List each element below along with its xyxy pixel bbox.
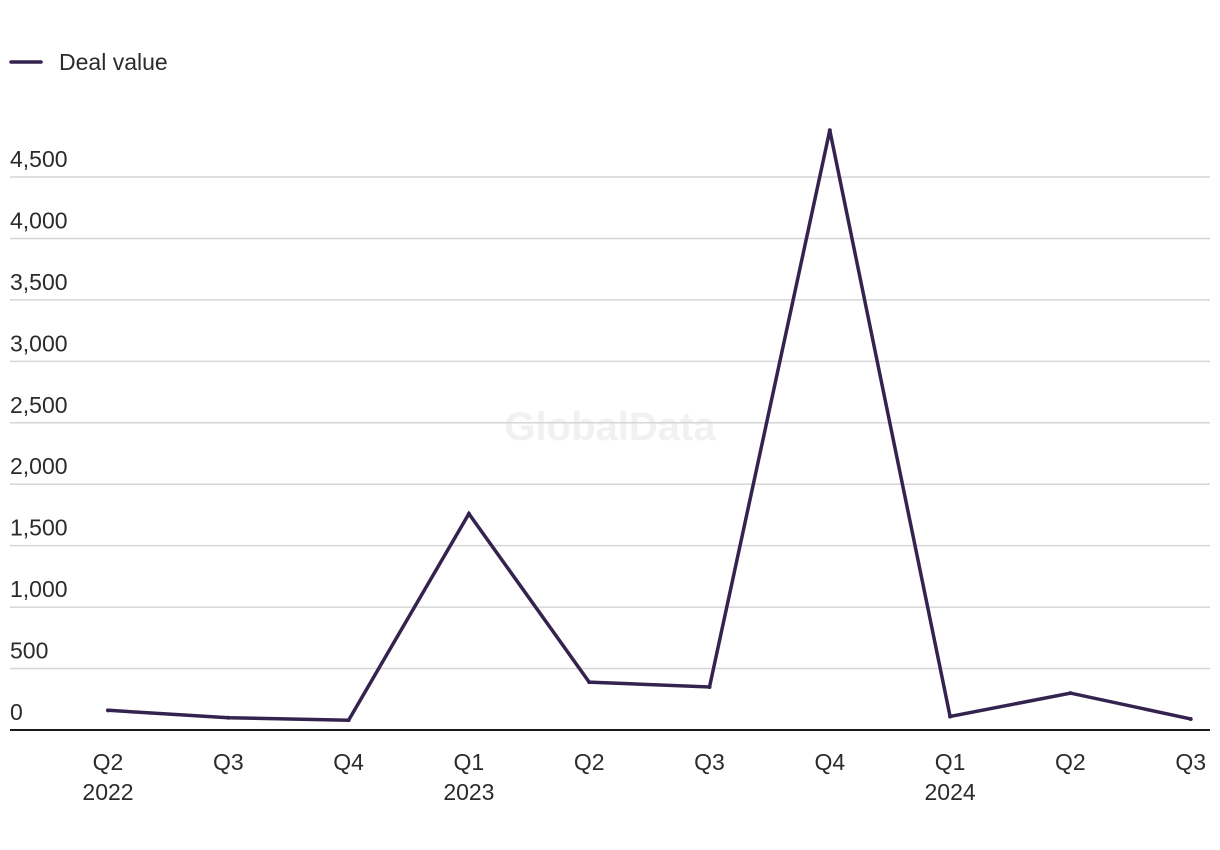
x-tick-label: Q3	[694, 749, 725, 775]
x-tick-label: Q2	[1055, 749, 1086, 775]
y-tick-label: 2,000	[10, 453, 68, 479]
x-tick-label: Q4	[333, 749, 364, 775]
series-layer	[106, 128, 1193, 723]
watermark: GlobalData	[504, 405, 716, 449]
y-tick-label: 3,500	[10, 269, 68, 295]
data-point	[1068, 691, 1073, 696]
data-point	[226, 715, 231, 720]
y-tick-label: 500	[10, 638, 48, 664]
gridlines	[10, 176, 1210, 670]
legend-label-deal-value: Deal value	[59, 49, 168, 75]
y-tick-label: 1,500	[10, 515, 68, 541]
x-tick-year-label: 2023	[443, 779, 494, 805]
x-tick-label: Q3	[213, 749, 244, 775]
data-point	[346, 718, 351, 723]
x-axis-ticks: Q2 2022 Q3 Q4 Q1 2023 Q2 Q3 Q4 Q1 2024 Q2 Q3	[82, 749, 1206, 805]
y-tick-label: 0	[10, 699, 23, 725]
x-tick-year-label: 2024	[925, 779, 976, 805]
y-tick-label: 4,500	[10, 146, 68, 172]
data-point	[106, 708, 110, 713]
y-tick-label: 1,000	[10, 576, 68, 602]
x-tick-label: Q2	[574, 749, 605, 775]
x-tick-label: Q2	[93, 749, 124, 775]
series-line-deal-value	[106, 129, 1193, 722]
x-tick-label: Q1	[454, 749, 485, 775]
data-point	[827, 128, 832, 133]
y-tick-label: 2,500	[10, 392, 68, 418]
y-tick-label: 3,000	[10, 330, 68, 356]
x-tick-label: Q1	[935, 749, 966, 775]
data-point	[587, 680, 592, 685]
legend: Deal value	[9, 49, 168, 75]
x-tick-label: Q3	[1175, 749, 1206, 775]
data-point	[1188, 716, 1193, 721]
data-point	[707, 684, 712, 689]
y-axis-ticks: 0 500 1,000 1,500 2,000 2,500 3,000 3,500 4,000 4…	[10, 146, 68, 725]
x-tick-year-label: 2022	[82, 779, 133, 805]
y-tick-label: 4,000	[10, 207, 68, 233]
data-point	[948, 714, 953, 719]
data-point	[466, 511, 471, 516]
x-tick-label: Q4	[814, 749, 845, 775]
